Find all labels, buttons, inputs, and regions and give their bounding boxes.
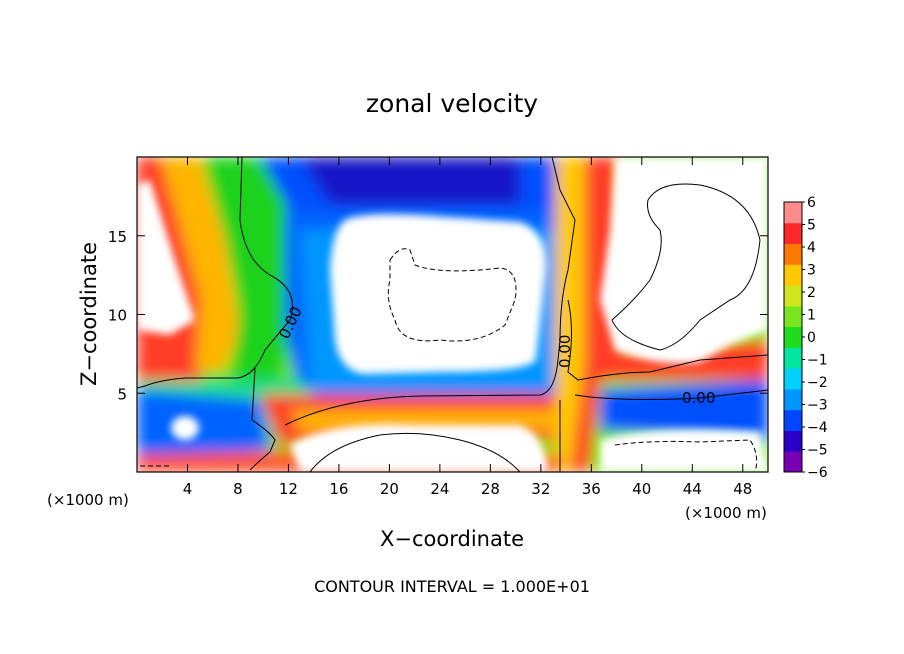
x-tick-label: 16 [329,480,348,498]
x-axis: 4 8 12 16 20 24 28 32 36 40 44 48 [183,157,752,498]
x-tick-label: 20 [380,480,399,498]
chart-title: zonal velocity [366,89,538,118]
colorbar-swatch [784,264,802,286]
x-tick-label: 40 [632,480,651,498]
x-tick-label: 28 [481,480,500,498]
x-tick-label: 8 [233,480,243,498]
x-tick-label: 4 [183,480,193,498]
footer-contour-interval: CONTOUR INTERVAL = 1.000E+01 [314,577,590,596]
y-axis-label: Z−coordinate [77,242,101,386]
y-tick-label: 5 [117,385,127,403]
x-tick-label: 24 [430,480,449,498]
colorbar-swatch [784,430,802,452]
x-tick-label: 44 [683,480,702,498]
colorbar-swatch [784,451,802,473]
colorbar-tick-label: 0 [807,330,816,346]
colorbar-tick-label: −2 [807,375,828,391]
x-unit-right: (×1000 m) [685,504,767,522]
colorbar-swatch [784,326,802,348]
y-tick-label: 15 [108,228,127,246]
x-tick-label: 48 [733,480,752,498]
colorbar: 6 5 4 3 2 1 0 −1 −2 −3 −4 −5 −6 [783,195,828,481]
colorbar-tick-label: 5 [807,218,816,234]
colorbar-swatch [784,202,802,224]
colorbar-tick-label: −3 [807,398,828,414]
colorbar-tick-label: 3 [807,263,816,279]
colorbar-tick-label: 2 [807,285,816,301]
x-axis-label: X−coordinate [380,527,524,551]
colorbar-swatch [784,243,802,265]
colorbar-tick-label: 1 [807,308,816,324]
colorbar-swatch [784,222,802,245]
x-unit-left: (×1000 m) [47,491,129,509]
contour-label: 0.00 [682,389,715,407]
colorbar-tick-label: −6 [807,465,828,481]
colorbar-swatch [784,305,802,328]
colorbar-swatch [784,285,802,307]
colorbar-swatch [784,409,802,431]
colorbar-swatch [784,388,802,411]
x-tick-label: 36 [582,480,601,498]
x-tick-label: 32 [531,480,550,498]
heatmap-field [137,157,768,472]
contour-label: 0.00 [556,335,574,368]
colorbar-swatch [784,347,802,369]
colorbar-tick-label: 6 [807,195,816,211]
colorbar-tick-label: 4 [807,240,816,256]
colorbar-tick-label: −1 [807,353,828,369]
x-tick-label: 12 [279,480,298,498]
zero-contours [137,157,768,472]
colorbar-swatch [784,368,802,390]
y-axis: 5 10 15 [108,228,768,403]
y-tick-label: 10 [108,307,127,325]
colorbar-tick-label: −4 [807,420,828,436]
colorbar-tick-label: −5 [807,443,828,459]
